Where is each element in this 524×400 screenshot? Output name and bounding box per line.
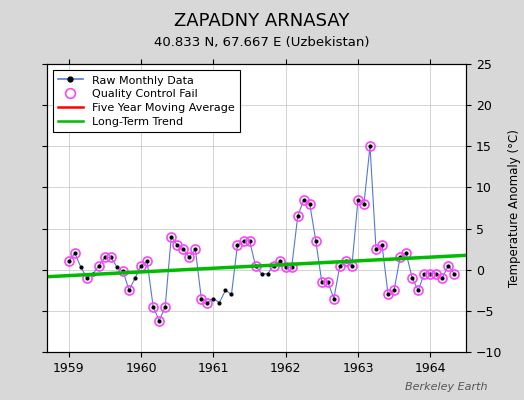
Text: ZAPADNY ARNASAY: ZAPADNY ARNASAY (174, 12, 350, 30)
Y-axis label: Temperature Anomaly (°C): Temperature Anomaly (°C) (508, 129, 521, 287)
Text: Berkeley Earth: Berkeley Earth (405, 382, 487, 392)
Text: 40.833 N, 67.667 E (Uzbekistan): 40.833 N, 67.667 E (Uzbekistan) (154, 36, 370, 49)
Legend: Raw Monthly Data, Quality Control Fail, Five Year Moving Average, Long-Term Tren: Raw Monthly Data, Quality Control Fail, … (53, 70, 240, 132)
